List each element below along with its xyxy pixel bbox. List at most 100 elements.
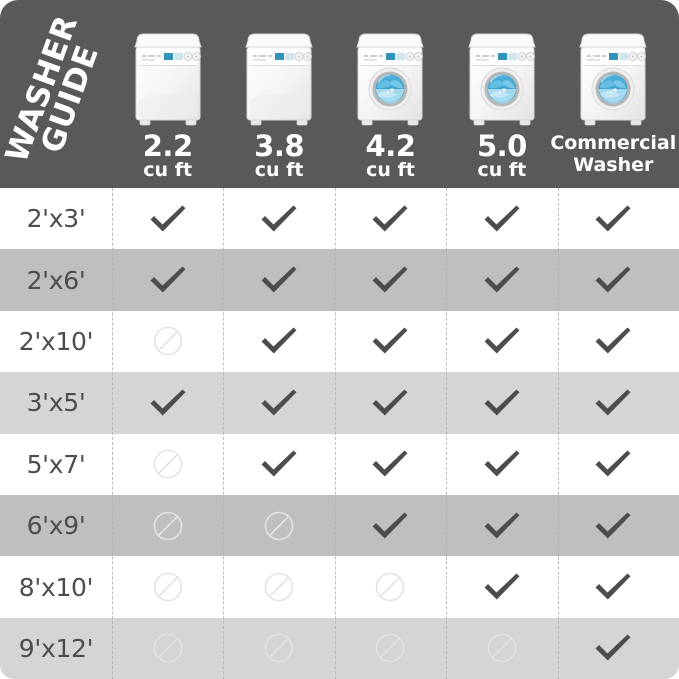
header-column-wcom: Commercial Washer bbox=[550, 0, 676, 188]
row-label-size: 5'x7' bbox=[26, 449, 86, 479]
not-allowed-icon bbox=[264, 511, 294, 540]
chart-header: WASHER GUIDE bbox=[0, 0, 679, 188]
table-row: 5'x7' bbox=[0, 433, 679, 495]
not-allowed-icon bbox=[264, 634, 294, 663]
row-label-size: 2'x10' bbox=[18, 326, 94, 356]
column-label: 5.0 cu ft bbox=[477, 131, 527, 180]
column-capacity-value: 4.2 bbox=[365, 129, 416, 163]
cell-supported bbox=[446, 249, 557, 310]
cell-supported bbox=[112, 372, 223, 433]
cell-supported bbox=[335, 495, 446, 556]
cell-unsupported bbox=[223, 556, 334, 617]
cell-supported bbox=[223, 434, 334, 495]
not-allowed-icon bbox=[376, 634, 405, 663]
checkmark-icon bbox=[372, 266, 408, 293]
checkmark-icon bbox=[484, 266, 520, 293]
row-label-size: 9'x12' bbox=[18, 633, 94, 663]
chart-title: WASHER GUIDE bbox=[0, 0, 112, 188]
checkmark-icon bbox=[595, 205, 631, 232]
checkmark-icon bbox=[595, 327, 631, 354]
cell-supported bbox=[558, 311, 669, 372]
cell-supported bbox=[223, 188, 334, 249]
checkmark-icon bbox=[150, 205, 186, 232]
checkmark-icon bbox=[150, 389, 186, 416]
row-label-size: 2'x6' bbox=[26, 265, 86, 295]
front-load-washer-icon bbox=[579, 33, 647, 126]
checkmark-icon bbox=[372, 389, 408, 416]
cell-supported bbox=[558, 434, 669, 495]
cell-unsupported bbox=[112, 618, 223, 679]
cell-supported bbox=[223, 311, 334, 372]
cell-supported bbox=[446, 311, 557, 372]
column-separator bbox=[334, 188, 336, 679]
column-label-line1: Commercial bbox=[550, 132, 677, 154]
column-separator bbox=[557, 188, 559, 679]
column-label: 3.8 cu ft bbox=[254, 129, 305, 180]
checkmark-icon bbox=[261, 389, 297, 416]
column-label: 4.2 cu ft bbox=[365, 129, 416, 181]
table-row: 6'x9' bbox=[0, 495, 679, 557]
checkmark-icon bbox=[372, 450, 408, 477]
not-allowed-icon bbox=[264, 572, 294, 602]
column-separator bbox=[112, 188, 113, 679]
column-capacity-value: 3.8 bbox=[254, 129, 305, 163]
row-label-size: 8'x10' bbox=[18, 572, 94, 602]
column-capacity-unit: cu ft bbox=[143, 158, 193, 181]
column-label-line2: Washer bbox=[573, 154, 654, 177]
cell-unsupported bbox=[335, 556, 446, 617]
checkmark-icon bbox=[484, 450, 520, 477]
row-label-size: 6'x9' bbox=[26, 511, 86, 541]
checkmark-icon bbox=[372, 512, 408, 539]
not-allowed-icon bbox=[153, 327, 182, 356]
cell-supported bbox=[335, 311, 446, 372]
table-row: 3'x5' bbox=[0, 372, 679, 434]
table-row: 2'x6' bbox=[0, 249, 679, 311]
checkmark-icon bbox=[261, 450, 297, 477]
header-column-w22: 2.2 cu ft bbox=[112, 0, 223, 188]
checkmark-icon bbox=[484, 205, 520, 232]
checkmark-icon bbox=[372, 327, 408, 354]
header-column-w38: 3.8 cu ft bbox=[223, 0, 334, 188]
checkmark-icon bbox=[595, 266, 631, 293]
checkmark-icon bbox=[261, 266, 297, 293]
front-load-washer-icon bbox=[356, 33, 425, 126]
cell-unsupported bbox=[446, 618, 557, 679]
washer-icon-wrapper bbox=[131, 24, 205, 129]
cell-supported bbox=[558, 618, 669, 679]
washer-icon-wrapper bbox=[576, 24, 650, 129]
checkmark-icon bbox=[595, 389, 631, 416]
cell-supported bbox=[558, 556, 669, 617]
cell-unsupported bbox=[335, 618, 446, 679]
not-allowed-icon bbox=[487, 634, 517, 663]
table-row: 9'x12' bbox=[0, 617, 679, 679]
checkmark-icon bbox=[595, 634, 631, 661]
cell-unsupported bbox=[112, 556, 223, 617]
cell-unsupported bbox=[223, 495, 334, 556]
column-capacity-value: 2.2 bbox=[142, 129, 193, 163]
cell-unsupported bbox=[112, 311, 223, 372]
cell-unsupported bbox=[112, 495, 223, 556]
not-allowed-icon bbox=[153, 634, 182, 663]
cell-supported bbox=[446, 495, 557, 556]
cell-unsupported bbox=[223, 618, 334, 679]
checkmark-icon bbox=[595, 573, 631, 600]
checkmark-icon bbox=[261, 327, 297, 354]
table-row: 2'x3' bbox=[0, 188, 679, 250]
column-label: 2.2 cu ft bbox=[142, 129, 193, 181]
checkmark-icon bbox=[595, 512, 631, 539]
cell-supported bbox=[335, 372, 446, 433]
cell-supported bbox=[558, 372, 669, 433]
not-allowed-icon bbox=[376, 572, 405, 602]
column-capacity-unit: cu ft bbox=[366, 158, 415, 181]
cell-supported bbox=[223, 372, 334, 433]
checkmark-icon bbox=[595, 450, 631, 477]
washer-icon-wrapper bbox=[465, 24, 539, 129]
chart-body: 2'x3' 2'x6' 2'x10' 3'x5' 5'x7' bbox=[0, 188, 679, 679]
not-allowed-icon bbox=[153, 449, 182, 479]
checkmark-icon bbox=[484, 573, 520, 600]
cell-supported bbox=[446, 188, 557, 249]
cell-supported bbox=[223, 249, 334, 310]
washer-icon-wrapper bbox=[353, 24, 427, 129]
top-load-washer-icon bbox=[133, 33, 202, 126]
column-separator bbox=[446, 188, 448, 679]
